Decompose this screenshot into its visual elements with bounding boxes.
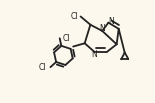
Text: Cl: Cl (63, 34, 70, 43)
Text: N: N (91, 50, 97, 59)
Text: N: N (99, 23, 105, 33)
Text: Cl: Cl (39, 63, 46, 72)
Text: N: N (108, 17, 114, 26)
Text: Cl: Cl (70, 12, 78, 21)
